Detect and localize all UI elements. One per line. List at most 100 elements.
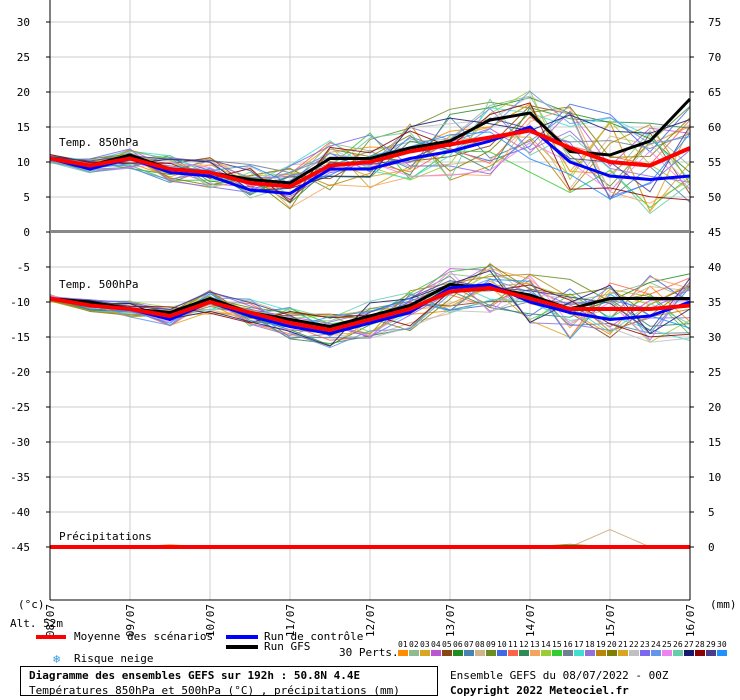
right-tick-label: 5	[708, 506, 715, 519]
pert-number: 25	[662, 640, 672, 649]
right-tick-label: 25	[708, 366, 721, 379]
pert-line	[49, 132, 691, 209]
run-info: Ensemble GEFS du 08/07/2022 - 00Z	[450, 669, 669, 682]
left-tick-label: -40	[10, 506, 30, 519]
pert-swatch	[398, 650, 408, 656]
right-tick-label: 60	[708, 121, 721, 134]
x-tick-label: 13/07	[444, 604, 457, 637]
pert-number: 05	[442, 640, 452, 649]
x-tick-label: 12/07	[364, 604, 377, 637]
x-tick-label: 10/07	[204, 604, 217, 637]
footer-box: Diagramme des ensembles GEFS sur 192h : …	[20, 666, 438, 697]
pert-number: 27	[684, 640, 694, 649]
pert-number: 19	[596, 640, 606, 649]
x-tick-label: 14/07	[524, 604, 537, 637]
gfs-swatch	[226, 645, 258, 649]
legend-gfs-label: Run GFS	[264, 640, 311, 653]
right-tick-label: 40	[708, 261, 721, 274]
pert-line	[49, 107, 691, 209]
x-tick-label: 09/07	[124, 604, 137, 637]
copyright: Copyright 2022 Meteociel.fr	[450, 684, 629, 697]
x-tick-label: 11/07	[284, 604, 297, 637]
left-tick-label: 5	[23, 191, 30, 204]
series-line-mean	[49, 286, 691, 332]
perts-label: 30 Perts.	[339, 646, 399, 659]
pert-swatch	[453, 650, 463, 656]
pert-number: 28	[695, 640, 705, 649]
right-tick-label: 0	[708, 541, 715, 554]
right-tick-label: 15	[708, 436, 721, 449]
pert-line	[49, 132, 691, 198]
pert-swatch	[596, 650, 606, 656]
pert-swatch	[695, 650, 705, 656]
x-tick-label: 08/07	[44, 604, 57, 637]
pert-number: 14	[541, 640, 551, 649]
right-tick-label: 45	[708, 226, 721, 239]
series-line-gfs	[49, 283, 690, 328]
left-tick-label: -5	[17, 261, 30, 274]
right-tick-label: 55	[708, 156, 721, 169]
pert-swatch	[662, 650, 672, 656]
axis-labels: 302520151050-5-10-15-20-25-30-35-40-4575…	[10, 16, 736, 637]
pert-swatch	[519, 650, 529, 656]
left-tick-label: 15	[17, 121, 30, 134]
pert-number: 10	[497, 640, 507, 649]
right-tick-label: 75	[708, 16, 721, 29]
panel-label-t850: Temp. 850hPa	[59, 136, 138, 149]
pert-line	[49, 270, 691, 342]
pert-line	[49, 95, 691, 193]
pert-number: 03	[420, 640, 430, 649]
pert-number: 18	[585, 640, 595, 649]
pert-line	[49, 117, 691, 201]
left-tick-label: 20	[17, 86, 30, 99]
right-tick-label: 30	[708, 331, 721, 344]
pert-swatch	[651, 650, 661, 656]
altitude-label: Alt. 52m	[10, 617, 63, 630]
panel-label-t500: Temp. 500hPa	[59, 278, 138, 291]
pert-swatch	[508, 650, 518, 656]
series-line-control	[49, 283, 691, 335]
pert-number: 02	[409, 640, 419, 649]
pert-swatch	[673, 650, 683, 656]
pert-swatch	[530, 650, 540, 656]
pert-number: 24	[651, 640, 661, 649]
left-tick-label: -10	[10, 296, 30, 309]
left-tick-label: -35	[10, 471, 30, 484]
pert-swatch	[431, 650, 441, 656]
pert-swatch	[607, 650, 617, 656]
pert-number: 04	[431, 640, 441, 649]
right-unit-label: (mm)	[710, 598, 737, 611]
pert-line	[49, 278, 691, 340]
pert-line	[49, 114, 691, 191]
pert-swatch	[618, 650, 628, 656]
pert-swatch	[475, 650, 485, 656]
pert-number: 21	[618, 640, 628, 649]
precip-pert	[569, 528, 651, 548]
left-tick-label: -15	[10, 331, 30, 344]
pert-swatch	[640, 650, 650, 656]
left-tick-label: -45	[10, 541, 30, 554]
pert-number: 12	[519, 640, 529, 649]
left-tick-label: 25	[17, 51, 30, 64]
right-tick-label: 10	[708, 471, 721, 484]
x-tick-label: 15/07	[604, 604, 617, 637]
pert-number: 26	[673, 640, 683, 649]
pert-swatch	[585, 650, 595, 656]
snowflake-icon: ❄	[53, 652, 61, 666]
pert-swatch	[486, 650, 496, 656]
pert-line	[49, 277, 691, 337]
perturbation-legend: 01 02 03 04 05 06 07 08 09 10 11 12 13 14 15 16 17 18 19 20…	[398, 640, 727, 656]
right-tick-label: 50	[708, 191, 721, 204]
left-unit-label: (°c)	[18, 598, 45, 611]
right-tick-label: 20	[708, 401, 721, 414]
pert-number: 13	[530, 640, 540, 649]
pert-swatch	[563, 650, 573, 656]
right-tick-label: 35	[708, 296, 721, 309]
footer-title: Diagramme des ensembles GEFS sur 192h : …	[29, 669, 361, 682]
left-tick-label: -30	[10, 436, 30, 449]
pert-line	[49, 98, 691, 215]
pert-swatch	[552, 650, 562, 656]
pert-number: 30	[717, 640, 727, 649]
pert-number: 22	[629, 640, 639, 649]
